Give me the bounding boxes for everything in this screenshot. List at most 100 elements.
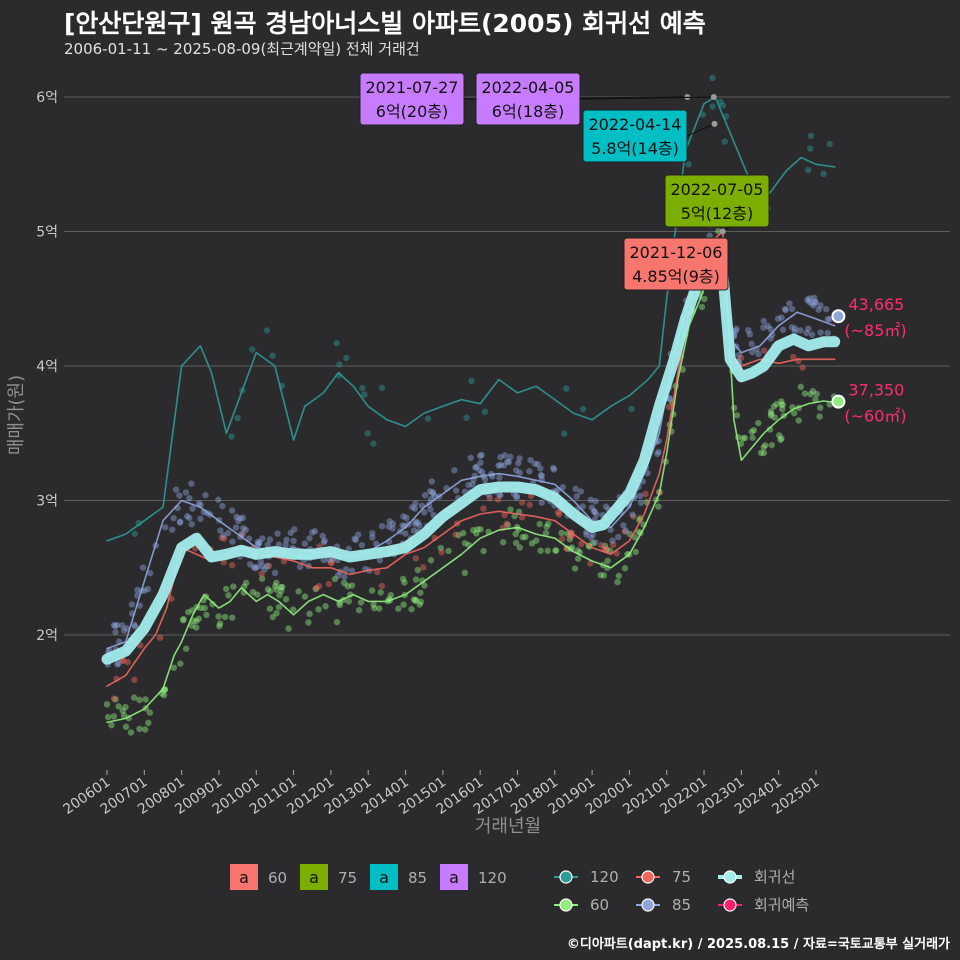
scatter-point <box>217 527 224 534</box>
scatter-point <box>429 488 436 496</box>
scatter-point <box>513 494 520 501</box>
scatter-point <box>733 412 741 419</box>
scatter-point <box>115 703 122 710</box>
scatter-point <box>322 603 329 610</box>
scatter-point <box>242 526 249 534</box>
x-axis-title: 거래년월 <box>475 816 541 837</box>
scatter-point <box>478 468 486 476</box>
legend-marker <box>641 898 655 912</box>
scatter-point <box>146 569 154 577</box>
scatter-point <box>665 403 673 411</box>
scatter-point <box>189 505 196 512</box>
scatter-point <box>348 567 356 574</box>
scatter-point <box>315 582 323 590</box>
legend-marker <box>723 898 737 912</box>
scatter-point <box>600 572 608 579</box>
scatter-point <box>480 505 487 512</box>
scatter-point <box>222 585 230 593</box>
scatter-point <box>556 511 563 518</box>
scatter-point <box>501 452 508 459</box>
scatter-point <box>497 461 504 469</box>
scatter-point <box>558 529 565 537</box>
scatter-point <box>369 534 376 541</box>
series-lines <box>101 96 841 724</box>
scatter-point <box>234 414 241 422</box>
scatter-point <box>542 529 550 537</box>
scatter-point <box>301 593 309 600</box>
scatter-point <box>234 517 242 525</box>
scatter-point <box>182 645 190 652</box>
scatter-point <box>816 404 824 411</box>
scatter-point <box>770 403 778 410</box>
scatter-point <box>824 315 832 323</box>
scatter-point <box>477 526 484 533</box>
scatter-point <box>603 546 610 553</box>
scatter-point <box>537 465 544 472</box>
scatter-point <box>420 564 427 571</box>
scatter-point <box>760 324 767 331</box>
scatter-point <box>176 492 183 499</box>
scatter-point <box>306 610 313 618</box>
scatter-point <box>778 398 785 405</box>
scatter-point <box>124 659 131 666</box>
scatter-point <box>567 533 575 540</box>
scatter-point <box>128 601 136 608</box>
scatter-point <box>826 401 833 408</box>
scatter-point <box>631 534 639 541</box>
scatter-point <box>389 520 397 527</box>
scatter-point <box>815 306 822 313</box>
scatter-point <box>563 545 570 552</box>
scatter-point <box>486 494 494 502</box>
scatter-point <box>554 509 562 516</box>
legend-label-text: 60 <box>268 869 287 887</box>
scatter-point <box>497 492 504 499</box>
scatter-point <box>477 459 484 466</box>
scatter-point <box>130 694 138 701</box>
scatter-point <box>220 535 228 542</box>
scatter-point <box>197 515 204 522</box>
forecast-point <box>831 309 846 324</box>
annotation-box <box>475 72 581 126</box>
scatter-point <box>563 385 570 392</box>
scatter-point <box>229 562 236 569</box>
scatter-point <box>177 660 184 667</box>
scatter-point <box>516 544 524 551</box>
scatter-point <box>144 585 152 593</box>
legend-label-swatch <box>300 864 328 890</box>
scatter-point <box>169 526 176 533</box>
scatter-point <box>142 696 149 703</box>
scatter-point <box>378 384 386 392</box>
scatter-point <box>476 452 484 460</box>
scatter-point <box>378 582 386 590</box>
forecast-value: 43,665 <box>848 295 904 314</box>
y-tick-label: 5억 <box>36 225 58 241</box>
scatter-point <box>120 657 127 665</box>
scatter-point <box>615 572 623 580</box>
scatter-point <box>103 701 111 708</box>
scatter-point <box>258 570 265 577</box>
scatter-point <box>654 450 661 458</box>
scatter-point <box>501 511 508 519</box>
scatter-point <box>606 547 614 554</box>
scatter-point <box>507 506 514 513</box>
scatter-point <box>170 514 177 522</box>
annotation-value: 5.8억(14층) <box>591 139 679 158</box>
scatter-point <box>778 405 786 413</box>
scatter-point <box>409 503 416 511</box>
scatter-point <box>263 327 271 334</box>
scatter-point <box>274 530 281 537</box>
scatter-point <box>544 547 551 555</box>
scatter-point <box>312 585 319 593</box>
scatter-point <box>775 432 783 439</box>
scatter-point <box>620 522 627 529</box>
scatter-point <box>604 557 611 564</box>
scatter-point <box>513 467 520 474</box>
scatter-point <box>807 145 814 152</box>
scatter-point <box>219 502 226 510</box>
scatter-point <box>221 613 229 621</box>
scatter-point <box>543 523 550 530</box>
scatter-point <box>577 488 585 495</box>
scatter-point <box>791 328 798 336</box>
scatter-point <box>282 541 289 549</box>
scatter-point <box>275 541 283 548</box>
